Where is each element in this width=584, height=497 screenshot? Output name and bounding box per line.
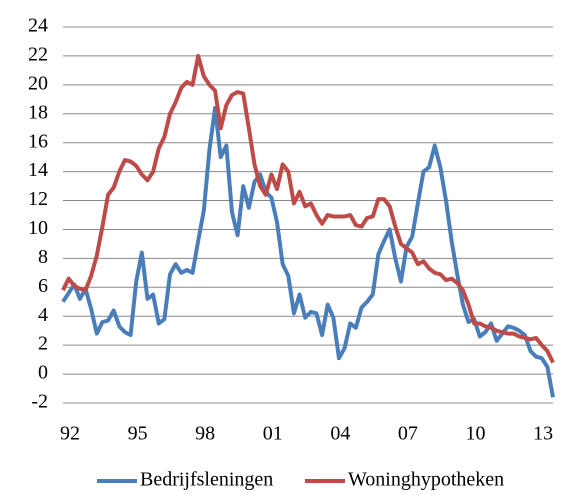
legend-label: Bedrijfsleningen: [140, 469, 273, 491]
y-tick-label: 8: [38, 246, 48, 268]
series-line: [61, 53, 555, 364]
y-tick-label: 16: [28, 130, 48, 152]
legend-label: Woninghypotheken: [348, 469, 504, 491]
y-tick-label: 20: [28, 72, 48, 94]
y-tick-label: 2: [38, 333, 48, 355]
y-tick-label: -2: [31, 391, 48, 413]
y-tick-label: 0: [38, 362, 48, 384]
y-tick-label: 6: [38, 275, 48, 297]
x-tick-label: 13: [533, 423, 553, 445]
x-tick-label: 92: [60, 423, 80, 445]
y-tick-label: 4: [38, 304, 48, 326]
x-tick-label: 98: [195, 423, 215, 445]
y-tick-label: 18: [28, 101, 48, 123]
y-tick-label: 24: [28, 15, 48, 37]
x-tick-label: 07: [398, 423, 418, 445]
y-tick-label: 22: [28, 44, 48, 66]
x-tick-label: 10: [466, 423, 486, 445]
y-tick-label: 12: [28, 188, 48, 210]
y-tick-label: 14: [28, 159, 48, 181]
series-line: [61, 105, 555, 398]
x-tick-label: 04: [330, 423, 350, 445]
x-tick-label: 01: [263, 423, 283, 445]
y-tick-label: 10: [28, 217, 48, 239]
x-tick-label: 95: [128, 423, 148, 445]
